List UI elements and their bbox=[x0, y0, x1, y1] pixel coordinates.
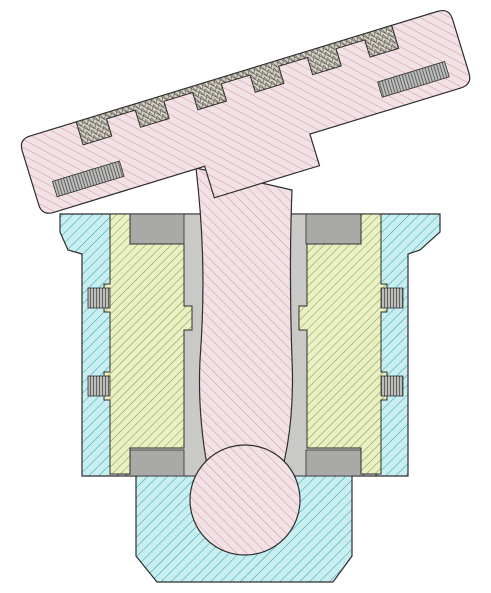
pin-left-lower bbox=[87, 375, 111, 397]
side-pins bbox=[87, 287, 404, 397]
bearing-liner bbox=[103, 213, 388, 475]
ball-end bbox=[189, 444, 301, 556]
cavity-top-step-left bbox=[125, 213, 185, 245]
pin-left-upper bbox=[87, 287, 111, 309]
liner-right bbox=[298, 213, 388, 475]
knurled-teeth bbox=[75, 24, 400, 146]
cavity-bottom-step-left bbox=[125, 449, 185, 477]
liner-left bbox=[103, 213, 193, 475]
slot-left bbox=[51, 160, 125, 198]
cavity-bottom-step-right bbox=[305, 449, 365, 477]
tilted-head bbox=[20, 9, 471, 214]
slot-right bbox=[377, 61, 450, 98]
stem-with-ball bbox=[189, 167, 301, 556]
head-body bbox=[20, 9, 471, 214]
pin-right-upper bbox=[380, 287, 404, 309]
cavity-top-step-right bbox=[305, 213, 365, 245]
stem bbox=[195, 167, 294, 471]
pin-right-lower bbox=[380, 375, 404, 397]
